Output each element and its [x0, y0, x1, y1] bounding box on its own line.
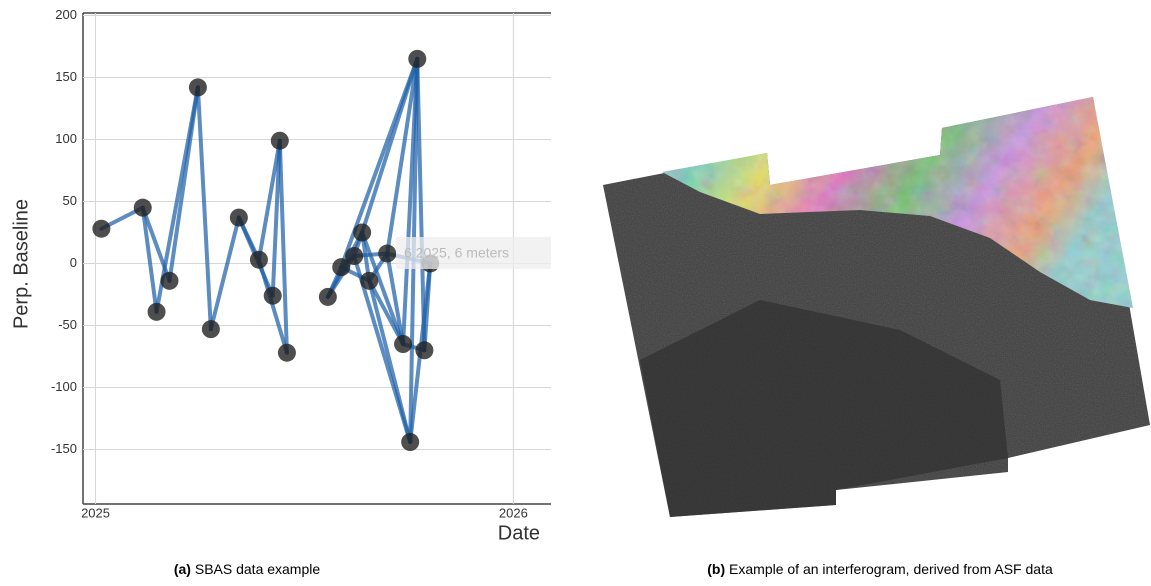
node	[229, 208, 248, 227]
y-axis-label: Perp. Baseline	[10, 199, 32, 329]
caption-text: SBAS data example	[195, 561, 321, 577]
node	[92, 219, 111, 238]
x-tick-label: 2026	[499, 505, 528, 520]
edge	[385, 56, 420, 256]
edge	[140, 205, 159, 314]
node	[133, 198, 152, 217]
caption: (a) SBAS data example	[174, 561, 321, 577]
edge	[277, 138, 289, 355]
y-tick-label: -50	[58, 317, 77, 332]
tooltip: 6 2025, 6 meters	[404, 245, 509, 261]
plot-frame	[82, 12, 551, 505]
edge	[256, 138, 282, 262]
y-tick-label: 50	[63, 193, 77, 208]
caption-label: (a)	[174, 561, 191, 577]
node	[160, 271, 179, 290]
edge	[367, 278, 406, 347]
node	[345, 247, 364, 266]
node	[378, 244, 397, 263]
node	[401, 433, 420, 452]
edge	[339, 56, 420, 270]
labels-layer: -150 -100 -50 0 50 100 150 200 2025 2026	[51, 7, 528, 521]
edge	[415, 56, 427, 353]
y-tick-label: 150	[55, 69, 77, 84]
grid-layer	[83, 13, 551, 504]
edge	[195, 85, 213, 332]
node	[201, 320, 220, 339]
caption-label: (b)	[707, 561, 725, 577]
caption-text: Example of an interferogram, derived fro…	[729, 561, 1053, 577]
node	[249, 250, 268, 269]
edge	[360, 230, 406, 347]
edge	[208, 215, 241, 332]
node	[415, 341, 434, 360]
edge	[167, 85, 200, 283]
tip-layer: 6 2025, 6 meters	[396, 237, 551, 269]
x-axis-label: Date	[498, 522, 540, 544]
y-tick-label: -150	[51, 441, 77, 456]
node	[277, 343, 296, 362]
node	[270, 131, 289, 150]
y-tick-label: 100	[55, 131, 77, 146]
y-tick-label: 200	[55, 7, 77, 22]
node	[353, 223, 372, 242]
node	[147, 302, 166, 321]
edge	[256, 257, 289, 355]
node	[318, 287, 337, 306]
y-tick-label: -100	[51, 379, 77, 394]
tooltip-box	[396, 237, 551, 269]
nodes-layer	[92, 49, 440, 452]
x-tick-label: 2025	[81, 505, 110, 520]
node	[360, 271, 379, 290]
node	[188, 78, 207, 97]
edge	[385, 251, 406, 347]
node	[332, 258, 351, 277]
node	[408, 49, 427, 68]
caption: (b) Example of an interferogram, derived…	[707, 561, 1053, 577]
interferogram-image	[603, 97, 1150, 517]
edge	[422, 261, 433, 353]
y-tick-label: 0	[70, 255, 77, 270]
node	[394, 335, 413, 354]
node	[263, 286, 282, 305]
edge	[270, 138, 282, 298]
